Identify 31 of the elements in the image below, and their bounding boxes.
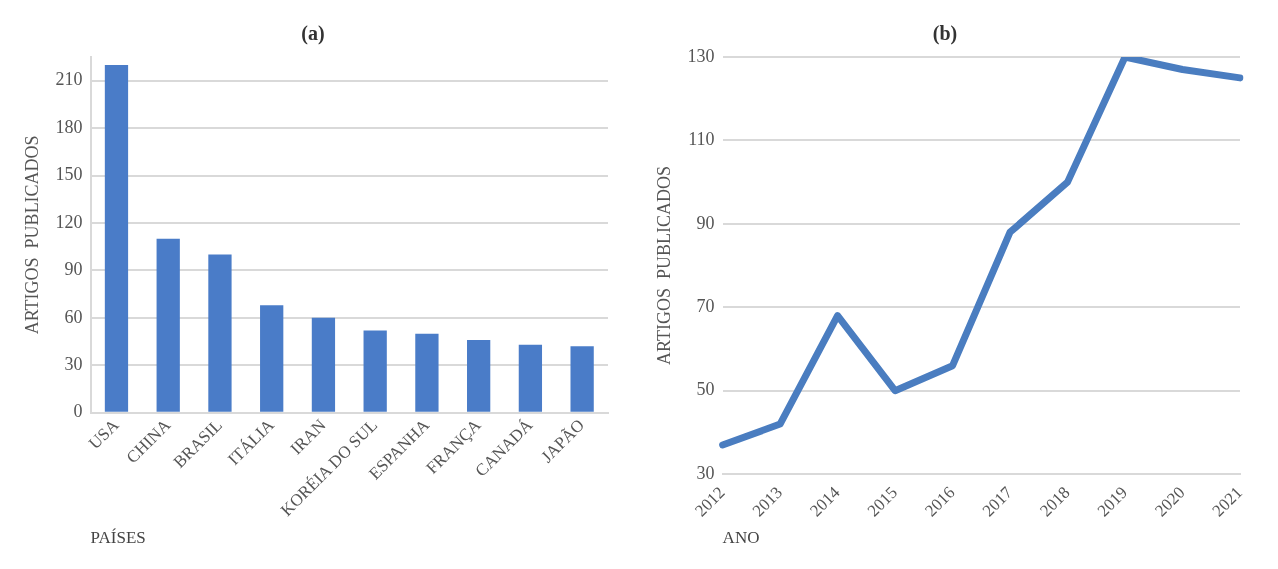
y-tick-label: 210 [55, 69, 83, 90]
bar [518, 344, 543, 412]
bar [208, 254, 232, 412]
y-tick-label: 50 [696, 379, 715, 400]
y-tick-label: 150 [55, 164, 83, 185]
y-tick-label: 130 [687, 45, 715, 66]
y-tick-label: 60 [64, 306, 83, 327]
x-axis-title: PAÍSES [90, 528, 146, 548]
x-axis-title: ANO [722, 528, 760, 548]
y-tick-label: 110 [688, 129, 715, 150]
bar [467, 339, 491, 412]
y-axis-title: ARTIGOS PUBLICADOS [653, 166, 674, 366]
bar [363, 330, 387, 412]
y-tick-label: 70 [696, 296, 715, 317]
bar [311, 317, 336, 412]
y-axis-title: ARTIGOS PUBLICADOS [21, 135, 42, 335]
bar [415, 333, 439, 412]
bar [260, 305, 284, 412]
y-tick-label: 30 [64, 354, 83, 374]
chart-title: (b) [932, 22, 958, 46]
y-tick-label: 0 [73, 401, 83, 422]
bar [156, 238, 180, 412]
bar [104, 64, 129, 412]
y-tick-label: 90 [696, 212, 715, 233]
y-tick-label: 30 [696, 462, 715, 483]
bar [570, 346, 594, 412]
y-tick-label: 180 [55, 116, 83, 137]
y-tick-label: 120 [55, 211, 83, 232]
chart-title: (a) [301, 22, 325, 46]
y-tick-label: 90 [64, 259, 83, 280]
x-tick-label: USA [84, 414, 123, 453]
